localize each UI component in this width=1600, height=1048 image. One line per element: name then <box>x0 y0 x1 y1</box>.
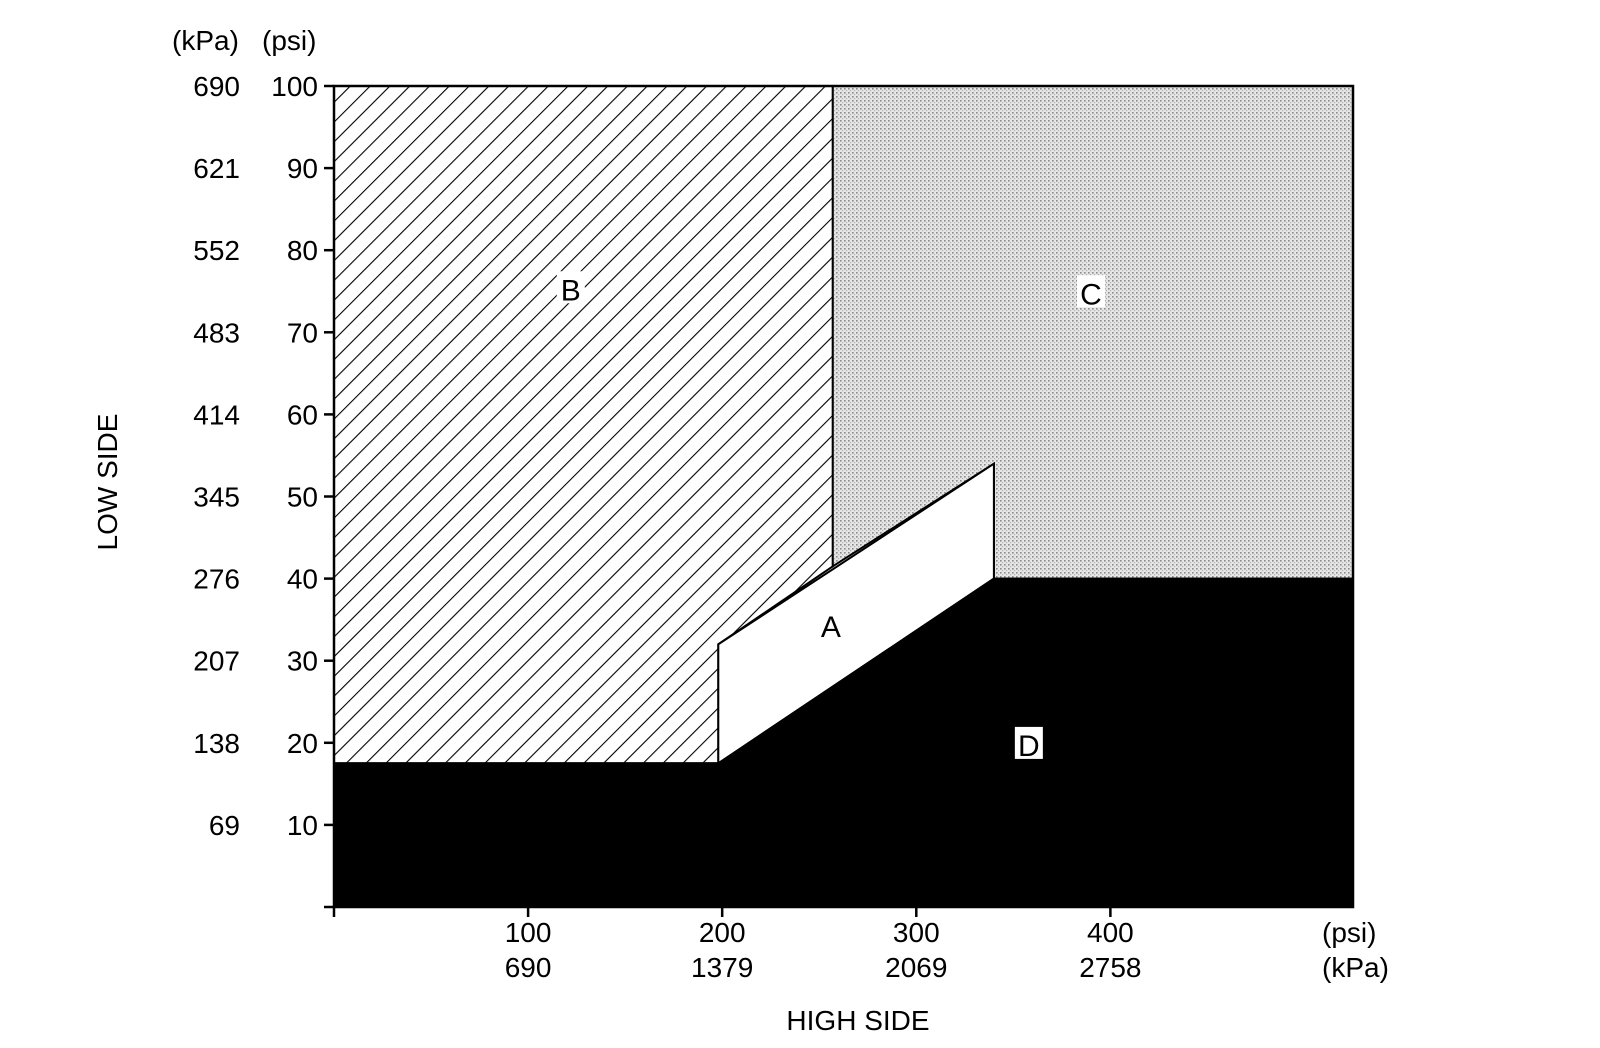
y-tick-label-psi: 30 <box>287 646 318 677</box>
y-tick-label-psi: 80 <box>287 235 318 266</box>
x-tick-label-kpa: 2069 <box>885 952 947 983</box>
y-tick-label-kpa: 207 <box>193 646 240 677</box>
x-tick-label-kpa: 2758 <box>1079 952 1141 983</box>
y-tick-label-kpa: 69 <box>209 810 240 841</box>
plot-regions <box>333 85 1354 908</box>
region-label-bg-c <box>1076 275 1105 308</box>
y-tick-label-psi: 60 <box>287 399 318 430</box>
y-tick-label-psi: 20 <box>287 728 318 759</box>
y-axis: 10 69 20 138 30 207 40 276 50 345 60 414 70 483 80 552 9… <box>193 71 334 909</box>
y-tick-label-psi: 50 <box>287 482 318 513</box>
y-tick-label-kpa: 276 <box>193 564 240 595</box>
region-label-bg-b <box>556 271 585 304</box>
region-label-bg-d <box>1014 726 1043 759</box>
x-tick-label-psi: 400 <box>1087 917 1134 948</box>
x-tick-label-kpa: 1379 <box>691 952 753 983</box>
region-label-a: A <box>821 611 841 644</box>
y-unit-kpa: (kPa) <box>172 25 239 56</box>
y-tick-label-psi: 10 <box>287 810 318 841</box>
x-unit-kpa: (kPa) <box>1322 952 1389 983</box>
y-axis-title: LOW SIDE <box>92 414 123 551</box>
x-tick-label-psi: 100 <box>505 917 552 948</box>
x-tick-label-psi: 200 <box>699 917 746 948</box>
y-tick-label-kpa: 552 <box>193 235 240 266</box>
region-label-d: D <box>1018 730 1040 763</box>
y-tick-label-psi: 70 <box>287 317 318 348</box>
y-tick-label-kpa: 414 <box>193 399 240 430</box>
y-tick-label-psi: 40 <box>287 564 318 595</box>
x-unit-psi: (psi) <box>1322 917 1376 948</box>
y-tick-label-psi: 90 <box>287 153 318 184</box>
x-axis-title: HIGH SIDE <box>786 1005 929 1036</box>
y-tick-label-kpa: 483 <box>193 317 240 348</box>
region-labels: B C A D <box>556 271 1105 763</box>
y-tick-label-kpa: 345 <box>193 482 240 513</box>
region-c <box>831 85 1354 580</box>
region-label-c: C <box>1080 278 1102 311</box>
y-tick-label-kpa: 621 <box>193 153 240 184</box>
region-label-b: B <box>561 274 581 307</box>
y-tick-label-kpa: 138 <box>193 728 240 759</box>
x-tick-label-kpa: 690 <box>505 952 552 983</box>
y-unit-psi: (psi) <box>262 25 316 56</box>
x-tick-label-psi: 300 <box>893 917 940 948</box>
y-tick-label-psi: 100 <box>271 71 318 102</box>
y-tick-label-kpa: 690 <box>193 71 240 102</box>
x-axis: 100 690 200 1379 300 2069 400 2758 <box>332 907 1142 983</box>
